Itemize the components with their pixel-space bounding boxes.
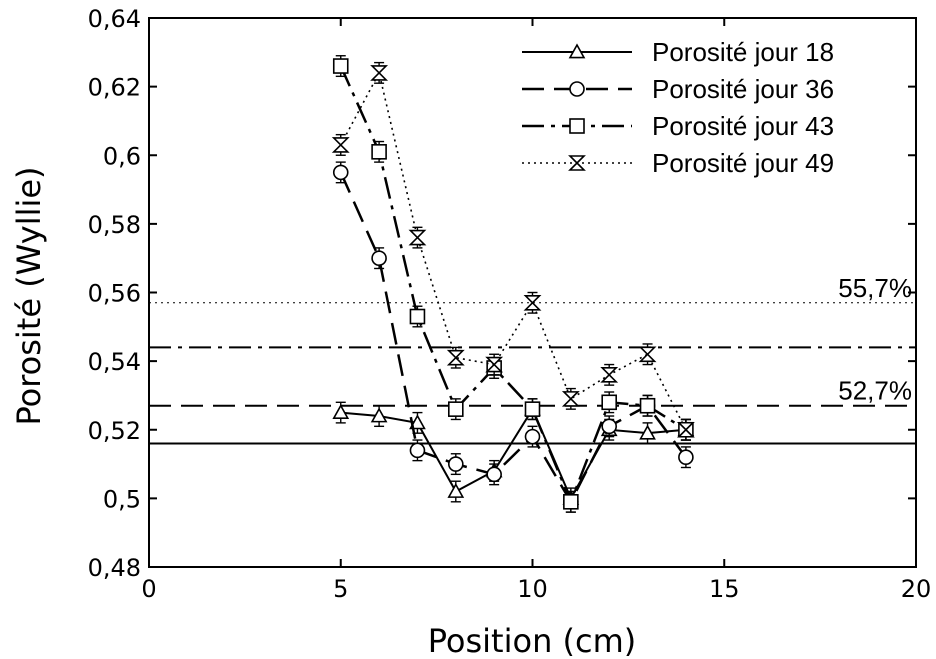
y-tick-label: 0,58	[88, 211, 141, 239]
y-tick-label: 0,48	[88, 554, 141, 582]
data-point	[409, 308, 426, 325]
legend-marker	[568, 43, 586, 59]
data-point	[409, 414, 426, 430]
data-point	[331, 137, 350, 153]
series	[331, 61, 695, 441]
data-point	[486, 466, 502, 483]
data-point	[678, 449, 694, 466]
y-tick-label: 0,56	[88, 280, 141, 308]
data-point	[563, 494, 579, 510]
data-point	[524, 401, 541, 417]
data-point	[409, 442, 426, 459]
series-line	[339, 171, 687, 505]
data-point	[639, 424, 656, 440]
data-point	[485, 356, 504, 373]
y-tick-label: 0,5	[103, 485, 141, 513]
legend-marker	[569, 118, 585, 134]
data-point	[638, 346, 657, 363]
y-axis-label: Porosité (Wyllie)	[10, 166, 48, 425]
series	[332, 161, 694, 513]
axis-ticks: 0 5 10 15 20 0,48 0,5 0,52 0,54 0,56 0,58 0,6 0,62 0,…	[88, 5, 932, 603]
data-point	[370, 407, 388, 423]
data-point	[600, 367, 619, 383]
x-tick-label: 5	[333, 575, 348, 603]
x-tick-label: 0	[141, 575, 156, 603]
legend-label: Porosité jour 43	[652, 111, 834, 141]
reference-lines	[149, 302, 916, 445]
legend-label: Porosité jour 36	[652, 74, 834, 104]
data-point	[447, 401, 464, 417]
data-point	[371, 144, 387, 160]
data-point	[447, 482, 465, 498]
data-point	[447, 456, 464, 472]
reference-label: 55,7%	[838, 273, 912, 303]
data-point	[371, 250, 387, 266]
data-point	[601, 394, 618, 411]
legend-marker	[568, 155, 586, 171]
data-point	[523, 294, 542, 311]
y-tick-label: 0,64	[88, 5, 141, 33]
legend-label: Porosité jour 18	[652, 37, 834, 67]
y-tick-label: 0,52	[88, 417, 141, 445]
data-point	[601, 418, 618, 435]
y-tick-label: 0,62	[88, 74, 141, 102]
legend-label: Porosité jour 49	[652, 148, 834, 178]
reference-label: 52,7%	[838, 376, 912, 406]
data-point	[332, 164, 349, 181]
series-layer	[331, 55, 695, 513]
data-point	[676, 421, 695, 438]
data-point	[332, 58, 349, 74]
series-line	[340, 407, 686, 501]
data-point	[639, 397, 656, 414]
data-point	[370, 65, 389, 81]
data-point	[561, 391, 580, 407]
x-axis-label: Position (cm)	[428, 622, 637, 659]
legend: Porosité jour 18 Porosité jour 36 Porosité…	[515, 30, 890, 185]
y-tick-label: 0,54	[88, 348, 141, 376]
annotations: 55,7% 52,7%	[838, 273, 912, 406]
x-tick-label: 10	[517, 575, 548, 603]
x-tick-label: 20	[901, 575, 932, 603]
x-tick-label: 15	[709, 575, 740, 603]
data-point	[524, 428, 541, 445]
legend-marker	[569, 81, 585, 97]
data-point	[408, 229, 427, 246]
y-tick-label: 0,6	[103, 142, 141, 170]
data-point	[446, 349, 465, 366]
series-line	[339, 65, 687, 506]
data-point	[332, 403, 350, 419]
